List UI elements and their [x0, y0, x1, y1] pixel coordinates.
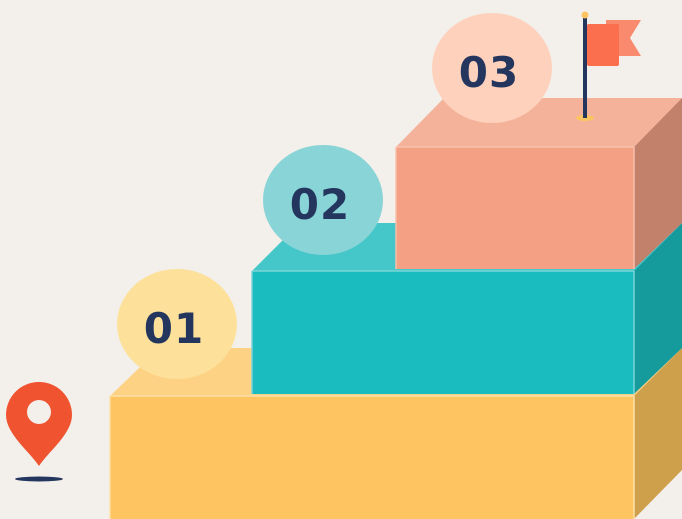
step-2-number: 02 — [290, 180, 350, 229]
step-2-side-face — [634, 223, 682, 394]
step-3-block — [395, 98, 682, 269]
flag-icon — [576, 11, 641, 121]
pin-hole — [27, 400, 51, 424]
step-3-number: 03 — [459, 48, 519, 97]
step-1-number: 01 — [144, 304, 204, 353]
step-3-front-face — [396, 147, 634, 269]
pin-shadow — [15, 476, 63, 482]
step-1-front-face — [110, 396, 634, 519]
flag-pole — [583, 16, 587, 118]
step-3-side-face — [634, 98, 682, 269]
step-3-top-face — [396, 98, 682, 147]
flag-cloth-front — [587, 24, 619, 66]
step-2-badge: 02 — [263, 145, 383, 255]
step-3-badge: 03 — [432, 13, 552, 123]
step-3-badge-circle — [432, 13, 552, 123]
location-pin-icon — [6, 382, 72, 482]
step-1-badge-circle — [117, 269, 237, 379]
step-2-badge-circle — [263, 145, 383, 255]
step-1-badge: 01 — [117, 269, 237, 379]
step-2-front-face — [252, 271, 634, 394]
step-1-side-face — [634, 348, 682, 519]
